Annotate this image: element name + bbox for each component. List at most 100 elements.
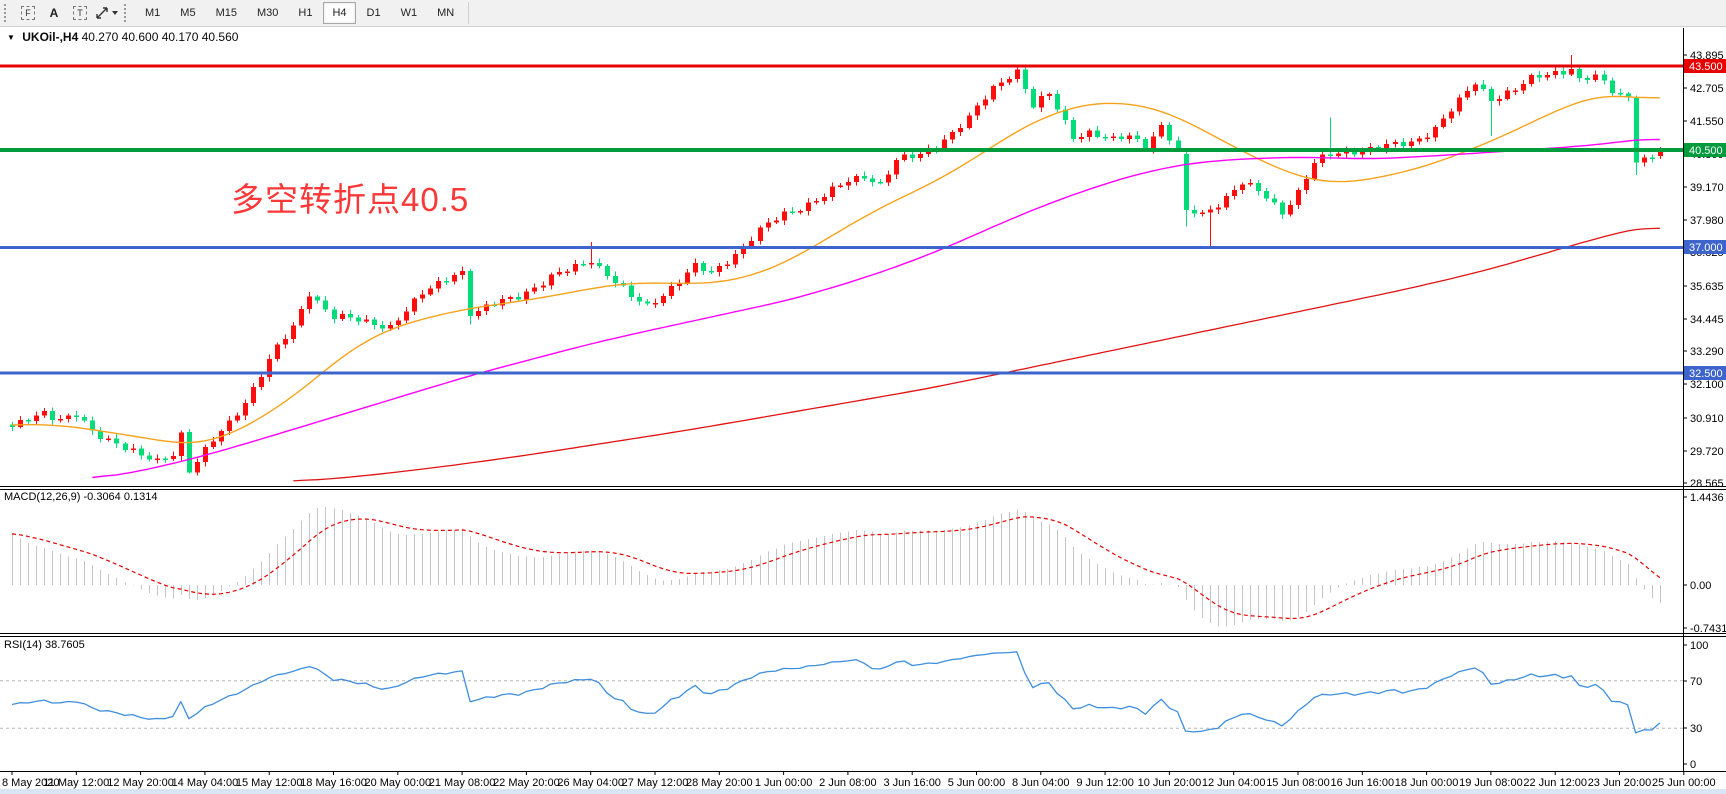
text-label-glyph: A <box>49 6 59 20</box>
price-tick-label: 34.445 <box>1690 314 1724 326</box>
time-tick-label: 14 May 04:00 <box>172 777 239 789</box>
price-badge-43.500 <box>1684 59 1726 73</box>
rsi-tick-label: 30 <box>1690 723 1702 735</box>
rsi-panel: 100 70 30 0 <box>0 640 1708 771</box>
rsi-value: 38.7605 <box>44 639 85 651</box>
price-axis[interactable]: 43.89542.70541.55040.36039.17037.98036.8… <box>1683 50 1726 490</box>
rsi-tick-label: 0 <box>1690 759 1696 771</box>
time-tick-label: 18 May 16:00 <box>300 777 367 789</box>
time-tick-label: 19 Jun 08:00 <box>1459 777 1523 789</box>
time-tick-label: 21 May 08:00 <box>429 777 496 789</box>
price-tick-label: 42.705 <box>1690 83 1724 95</box>
rsi-tick-label: 100 <box>1690 640 1708 652</box>
time-tick-label: 1 Jun 00:00 <box>755 777 813 789</box>
time-tick-label: 22 Jun 12:00 <box>1523 777 1587 789</box>
price-tick-label: 33.290 <box>1690 346 1724 358</box>
text-label-icon[interactable]: A <box>42 2 66 24</box>
macd-axis: 1.4436 0.00 -0.7431 <box>1683 492 1726 635</box>
time-tick-label: 5 Jun 00:00 <box>948 777 1006 789</box>
macd-name: MACD(12,26,9) <box>4 491 81 503</box>
toolbar-separator <box>468 2 470 24</box>
time-tick-label: 16 Jun 16:00 <box>1330 777 1394 789</box>
horizontal-level-lines <box>0 64 1683 375</box>
macd-tick-label: -0.7431 <box>1690 623 1726 635</box>
macd-indicator-label: MACD(12,26,9) -0.3064 0.1314 <box>4 491 158 503</box>
cursor-arrows-icon[interactable] <box>94 2 119 24</box>
ma-fast-orange <box>11 95 1660 444</box>
chart-symbol-title[interactable]: ▼ UKOil-,H4 40.270 40.600 40.170 40.560 <box>7 30 238 44</box>
ma-slow-red <box>293 227 1660 482</box>
timeframe-button-d1[interactable]: D1 <box>366 7 381 19</box>
time-tick-label: 12 May 20:00 <box>107 777 174 789</box>
timeframe-button-m1[interactable]: M1 <box>145 7 161 19</box>
dashed-box-f-glyph: F <box>21 6 35 20</box>
price-badge-32.500 <box>1684 366 1726 380</box>
price-tick-label: 35.635 <box>1690 281 1724 293</box>
time-tick-label: 23 Jun 20:00 <box>1588 777 1652 789</box>
rsi-line <box>11 651 1661 734</box>
timeframe-button-h4[interactable]: H4 <box>323 2 356 24</box>
price-tick-label: 29.720 <box>1690 446 1724 458</box>
rsi-name: RSI(14) <box>4 639 42 651</box>
ohlc-values-text: 40.270 40.600 40.170 40.560 <box>81 30 239 44</box>
panel-frame-lines <box>0 28 1726 772</box>
price-badge-37.000 <box>1684 240 1726 254</box>
timeframe-button-m15[interactable]: M15 <box>215 7 237 19</box>
timeframe-button-w1[interactable]: W1 <box>400 7 418 19</box>
toolbar-grip[interactable] <box>4 4 11 22</box>
macd-tick-label: 1.4436 <box>1690 492 1724 504</box>
timeframe-button-m5[interactable]: M5 <box>180 7 196 19</box>
macd-value: -0.3064 <box>83 491 121 503</box>
price-badge-text: 37.000 <box>1689 242 1723 254</box>
ma-mid-magenta <box>92 138 1660 479</box>
dropdown-caret-icon <box>112 11 118 15</box>
time-tick-label: 22 May 20:00 <box>493 777 560 789</box>
timeframe-button-h1[interactable]: H1 <box>298 7 313 19</box>
dashed-box-f-icon[interactable]: F <box>16 2 40 24</box>
text-box-glyph: T <box>73 6 87 20</box>
macd-signal-value: 0.1314 <box>123 491 158 503</box>
time-tick-label: 15 May 12:00 <box>236 777 303 789</box>
time-tick-label: 27 May 12:00 <box>622 777 689 789</box>
toolbar-grip-2[interactable] <box>124 4 131 22</box>
collapse-triangle-icon[interactable]: ▼ <box>7 33 15 42</box>
time-tick-label: 2 Jun 08:00 <box>819 777 877 789</box>
price-tick-label: 28.565 <box>1690 478 1724 490</box>
time-tick-label: 20 May 00:00 <box>364 777 431 789</box>
rsi-tick-label: 70 <box>1690 676 1702 688</box>
price-tick-label: 41.550 <box>1690 116 1724 128</box>
timeframe-button-mn[interactable]: MN <box>437 7 455 19</box>
macd-histogram <box>12 506 1661 627</box>
time-tick-label: 26 May 04:00 <box>557 777 624 789</box>
price-badge-text: 40.500 <box>1689 145 1723 157</box>
rsi-indicator-label: RSI(14) 38.7605 <box>4 639 85 651</box>
macd-signal-line <box>11 516 1661 620</box>
price-tick-label: 30.910 <box>1690 413 1724 425</box>
time-tick-label: 9 Jun 12:00 <box>1076 777 1134 789</box>
time-tick-label: 8 Jun 04:00 <box>1012 777 1070 789</box>
status-strip <box>0 789 1726 794</box>
time-tick-label: 3 Jun 16:00 <box>883 777 941 789</box>
chart-text-annotation[interactable]: 多空转折点40.5 <box>231 181 470 218</box>
timeframe-button-m30[interactable]: M30 <box>256 7 279 19</box>
time-tick-label: 11 May 12:00 <box>43 777 109 789</box>
time-tick-label: 28 May 20:00 <box>686 777 753 789</box>
cursor-arrows-glyph <box>96 7 108 19</box>
candlestick-series <box>10 55 1663 476</box>
price-badge-text: 32.500 <box>1689 368 1723 380</box>
price-badge-40.500 <box>1684 143 1726 157</box>
price-tick-label: 37.980 <box>1690 215 1724 227</box>
time-tick-label: 25 Jun 00:00 <box>1652 777 1716 789</box>
macd-tick-label: 0.00 <box>1690 580 1711 592</box>
timeframe-button-group: M1 M5 M15 M30 H1 H4 D1 W1 MN <box>135 2 464 24</box>
price-tick-label: 32.100 <box>1690 379 1724 391</box>
time-tick-label: 15 Jun 08:00 <box>1266 777 1330 789</box>
text-box-icon[interactable]: T <box>68 2 92 24</box>
time-tick-label: 10 Jun 20:00 <box>1138 777 1202 789</box>
symbol-period-text: UKOil-,H4 <box>22 30 79 44</box>
toolbar: F A T M1 M5 M15 M30 H1 H4 D1 W1 MN <box>0 0 1726 27</box>
price-badge-text: 43.500 <box>1689 61 1723 73</box>
